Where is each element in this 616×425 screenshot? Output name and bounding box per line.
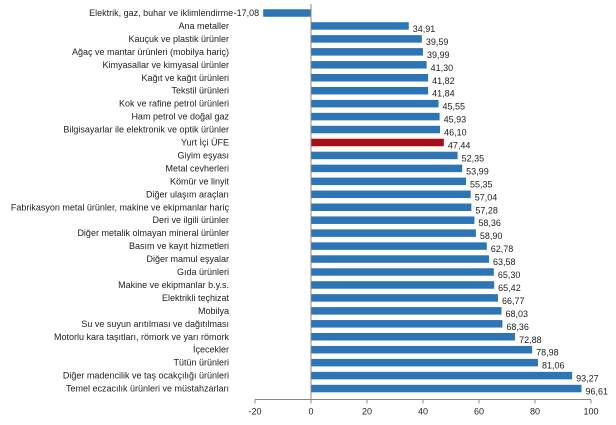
category-label: Kimyasallar ve kimyasal ürünler xyxy=(102,60,229,70)
x-tick-label: -20 xyxy=(248,407,261,417)
category-label: Motorlu kara taşıtları, römork ve yarı r… xyxy=(54,332,230,342)
x-tick-label: 20 xyxy=(362,407,372,417)
data-label: 55,35 xyxy=(470,179,493,189)
x-tick-label: 60 xyxy=(474,407,484,417)
bar xyxy=(311,294,498,302)
data-label: 62,78 xyxy=(491,244,514,254)
category-label: Bilgisayarlar ile elektronik ve optik ür… xyxy=(63,125,229,135)
category-label: Diğer madencilik ve taş ocakçılığı ürünl… xyxy=(63,371,229,381)
data-label: 53,99 xyxy=(466,166,489,176)
bar xyxy=(311,384,582,393)
data-label: 45,55 xyxy=(443,102,466,112)
bar xyxy=(311,74,429,82)
category-label: İçecekler xyxy=(193,345,229,355)
category-label: Ağaç ve mantar ürünleri (mobilya hariç) xyxy=(72,47,229,57)
bar xyxy=(311,345,533,354)
bar xyxy=(311,48,423,56)
category-label: Yurt İçi ÜFE xyxy=(181,138,229,148)
category-label: Kok ve rafine petrol ürünleri xyxy=(119,99,229,109)
bar xyxy=(311,333,516,341)
bar xyxy=(311,61,427,69)
bar xyxy=(311,242,487,250)
bar xyxy=(311,99,439,108)
bar xyxy=(311,371,573,380)
x-tick-label: 40 xyxy=(418,407,428,417)
bar xyxy=(263,9,311,17)
data-label: 34,91 xyxy=(413,24,436,34)
data-label: 57,04 xyxy=(475,192,498,202)
x-tick-label: 100 xyxy=(583,407,598,417)
data-label: 81,06 xyxy=(542,361,565,371)
bar xyxy=(311,22,409,30)
bar xyxy=(311,255,490,263)
data-label: 68,03 xyxy=(505,309,528,319)
category-label: Kömür ve linyit xyxy=(170,176,230,186)
data-label: -17,08 xyxy=(234,8,260,18)
data-label: 47,44 xyxy=(448,141,471,151)
bar xyxy=(311,138,444,147)
category-label: Metal cevherleri xyxy=(165,163,229,173)
data-label: 72,88 xyxy=(519,335,542,345)
data-label: 46,10 xyxy=(444,128,467,138)
bar xyxy=(311,203,472,211)
data-label: 93,27 xyxy=(576,374,599,384)
category-label: Diğer mamul eşyalar xyxy=(146,254,229,264)
bar xyxy=(311,112,440,121)
bar xyxy=(311,35,422,43)
category-label: Diğer metalik olmayan mineral ürünler xyxy=(77,228,229,238)
category-label: Deri ve ilgili ürünler xyxy=(152,215,229,225)
bar xyxy=(311,125,441,134)
bar xyxy=(311,281,495,289)
data-label: 58,90 xyxy=(480,231,503,241)
data-label: 45,93 xyxy=(444,115,467,125)
data-label: 66,77 xyxy=(502,296,525,306)
category-label: Giyim eşyası xyxy=(177,150,229,160)
category-label: Temel eczacılık ürünleri ve müstahzarlar… xyxy=(66,384,229,394)
data-label: 41,30 xyxy=(431,63,454,73)
data-label: 39,99 xyxy=(427,50,450,60)
x-tick-label: 0 xyxy=(308,407,313,417)
data-label: 39,59 xyxy=(426,37,449,47)
x-tick-label: 80 xyxy=(530,407,540,417)
bar xyxy=(311,216,475,224)
data-label: 57,28 xyxy=(475,205,498,215)
data-label: 68,36 xyxy=(506,322,529,332)
data-label: 41,84 xyxy=(432,89,455,99)
category-label: Kauçuk ve plastik ürünler xyxy=(128,34,229,44)
category-label: Tekstil ürünleri xyxy=(171,86,229,96)
bar xyxy=(311,229,476,237)
bar xyxy=(311,151,458,160)
data-label: 58,36 xyxy=(478,218,501,228)
bar xyxy=(311,320,503,328)
bar xyxy=(311,164,463,173)
category-label: Ana metaller xyxy=(178,21,229,31)
category-label: Tütün ürünleri xyxy=(173,358,229,368)
category-label: Fabrikasyon metal ürünler, makine ve eki… xyxy=(11,202,230,212)
category-label: Mobilya xyxy=(198,306,229,316)
category-label: Ham petrol ve doğal gaz xyxy=(131,112,229,122)
category-label: Gıda ürünleri xyxy=(177,267,229,277)
bar xyxy=(311,358,538,367)
category-label: Su ve suyun arıtılması ve dağıtılması xyxy=(81,319,229,329)
data-label: 63,58 xyxy=(493,257,516,267)
category-label: Diğer ulaşım araçları xyxy=(146,189,229,199)
category-label: Elektrik, gaz, buhar ve iklimlendirme xyxy=(89,8,233,18)
data-label: 65,42 xyxy=(498,283,521,293)
bar xyxy=(311,307,502,315)
bar xyxy=(311,177,466,186)
category-label: Basım ve kayıt hizmetleri xyxy=(129,241,229,251)
data-label: 41,82 xyxy=(432,76,455,86)
data-label: 52,35 xyxy=(462,153,485,163)
data-label: 96,61 xyxy=(586,387,609,397)
category-label: Elektrikli teçhizat xyxy=(162,293,230,303)
category-label: Kağıt ve kağıt ürünleri xyxy=(141,73,229,83)
data-label: 78,98 xyxy=(536,348,559,358)
bar xyxy=(311,86,429,95)
data-label: 65,30 xyxy=(498,270,521,280)
category-label: Makine ve ekipmanlar b.y.s. xyxy=(118,280,229,290)
bar xyxy=(311,268,494,276)
bar xyxy=(311,190,471,199)
